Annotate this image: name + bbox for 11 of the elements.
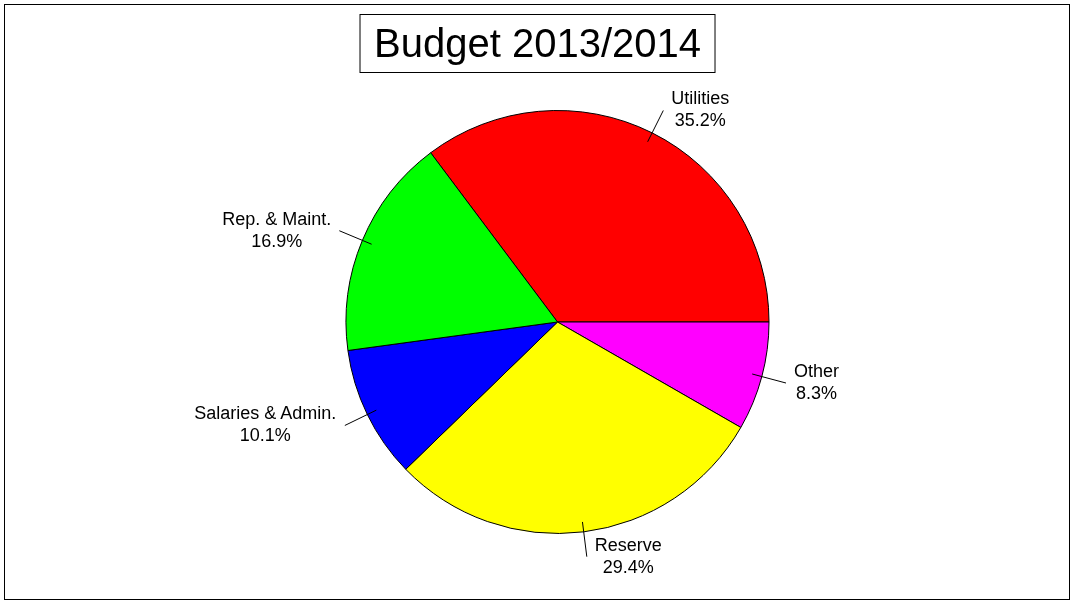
slice-label: Reserve <box>594 534 662 555</box>
data-label: 16.9% <box>251 230 303 251</box>
slice-label: Rep. & Maint. <box>222 208 332 229</box>
slice-label: Salaries & Admin. <box>194 403 337 424</box>
data-label: 29.4% <box>602 556 654 577</box>
chart-title: Budget 2013/2014 <box>359 14 716 73</box>
data-label: 8.3% <box>795 383 838 403</box>
slice-label: Other <box>793 361 840 381</box>
data-label: 35.2% <box>674 110 726 131</box>
data-label: 10.1% <box>239 425 291 446</box>
slice-label: Utilities <box>671 88 730 109</box>
